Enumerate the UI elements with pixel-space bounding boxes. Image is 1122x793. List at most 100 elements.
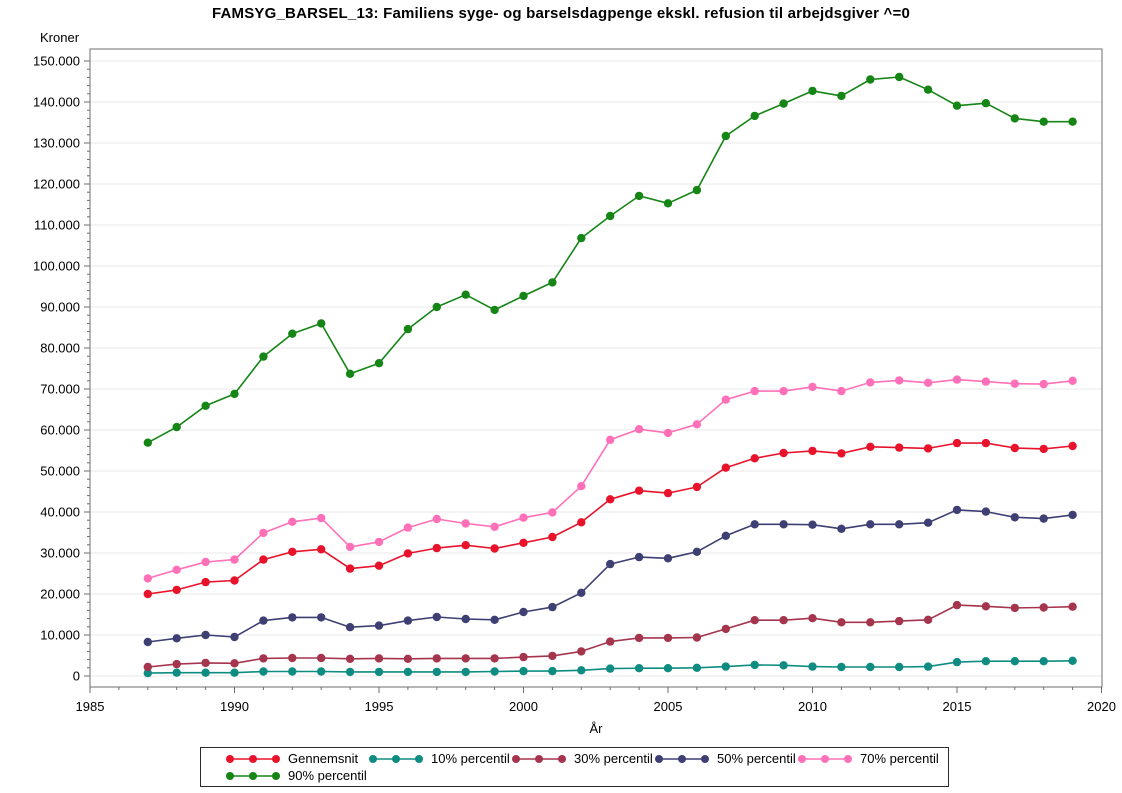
data-point bbox=[1010, 379, 1019, 388]
legend-marker-icon bbox=[369, 754, 423, 763]
data-point bbox=[403, 616, 413, 625]
data-point bbox=[230, 389, 239, 399]
data-point bbox=[721, 531, 730, 540]
data-point bbox=[634, 552, 644, 562]
data-point bbox=[779, 448, 788, 458]
data-point bbox=[432, 302, 441, 312]
data-point bbox=[519, 666, 528, 676]
data-point bbox=[143, 668, 152, 678]
data-point bbox=[1068, 117, 1077, 126]
y-axis: 0 10.000 20.000 30.000 40.000 50.000 60.000 70.… bbox=[33, 54, 90, 684]
data-point bbox=[345, 542, 355, 552]
data-point bbox=[259, 616, 268, 625]
data-point bbox=[403, 549, 413, 558]
data-point bbox=[461, 654, 470, 663]
data-point bbox=[750, 616, 759, 625]
data-point bbox=[577, 666, 586, 675]
data-point bbox=[230, 668, 239, 677]
data-point bbox=[634, 633, 644, 643]
data-point bbox=[577, 518, 586, 527]
series-90-percentil bbox=[143, 72, 1077, 447]
data-point bbox=[981, 99, 991, 108]
data-point bbox=[259, 528, 268, 538]
data-point bbox=[1068, 376, 1077, 385]
x-tick-label: 2005 bbox=[654, 699, 683, 714]
data-point bbox=[837, 386, 846, 396]
data-point bbox=[374, 621, 384, 630]
data-point bbox=[345, 654, 355, 663]
legend-marker-icon bbox=[226, 771, 280, 780]
data-point bbox=[981, 377, 991, 386]
data-point bbox=[837, 618, 846, 627]
data-point bbox=[721, 624, 730, 634]
y-tick-label: 50.000 bbox=[40, 464, 80, 479]
data-point bbox=[288, 329, 297, 338]
data-point bbox=[519, 538, 528, 547]
data-point bbox=[692, 482, 702, 492]
data-point bbox=[1068, 656, 1077, 665]
data-point bbox=[808, 382, 817, 392]
data-point bbox=[259, 667, 268, 676]
data-point bbox=[172, 585, 181, 595]
data-point bbox=[1068, 602, 1077, 611]
data-point bbox=[345, 667, 355, 677]
data-point bbox=[432, 654, 441, 663]
data-point bbox=[172, 659, 181, 669]
data-point bbox=[201, 668, 210, 677]
data-point bbox=[663, 488, 673, 498]
data-point bbox=[461, 667, 470, 677]
data-point bbox=[606, 559, 615, 569]
data-point bbox=[981, 438, 991, 448]
data-point bbox=[981, 657, 991, 666]
legend-marker-icon bbox=[655, 754, 709, 763]
data-point bbox=[403, 667, 413, 677]
data-point bbox=[663, 664, 673, 673]
data-point bbox=[837, 91, 846, 101]
data-point bbox=[1039, 514, 1048, 523]
data-point bbox=[374, 667, 384, 677]
legend-row: 90% percentil bbox=[225, 767, 948, 784]
data-point bbox=[403, 654, 413, 663]
y-tick-label: 80.000 bbox=[40, 341, 80, 356]
data-point bbox=[663, 554, 673, 563]
x-tick-label: 2010 bbox=[798, 699, 827, 714]
data-point bbox=[577, 647, 586, 656]
data-point bbox=[634, 486, 644, 495]
legend-item-gennemsnit: Gennemsnit bbox=[225, 751, 368, 766]
data-point bbox=[1068, 510, 1077, 520]
data-point bbox=[721, 662, 730, 671]
data-point bbox=[317, 319, 326, 328]
series-10-percentil bbox=[143, 656, 1077, 678]
data-point bbox=[288, 517, 297, 526]
data-point bbox=[895, 662, 904, 672]
legend-label: 70% percentil bbox=[860, 751, 939, 766]
data-point bbox=[172, 565, 181, 574]
data-point bbox=[201, 577, 210, 587]
data-point bbox=[606, 637, 615, 646]
data-point bbox=[490, 544, 499, 553]
data-point bbox=[721, 131, 730, 141]
data-point bbox=[1039, 657, 1048, 666]
data-point bbox=[692, 663, 702, 672]
data-point bbox=[981, 507, 991, 516]
legend-label: 50% percentil bbox=[717, 751, 796, 766]
data-point bbox=[548, 651, 557, 661]
data-point bbox=[663, 428, 673, 438]
data-point bbox=[201, 658, 210, 668]
data-point bbox=[548, 278, 557, 287]
plot-border bbox=[89, 48, 1103, 688]
data-point bbox=[895, 376, 904, 385]
legend-item-50-percentil: 50% percentil bbox=[654, 751, 797, 766]
data-point bbox=[606, 211, 615, 221]
data-point bbox=[345, 623, 355, 632]
data-point bbox=[519, 513, 528, 522]
data-point bbox=[461, 290, 470, 299]
data-point bbox=[345, 369, 355, 378]
data-point bbox=[1039, 117, 1048, 126]
data-point bbox=[779, 661, 788, 670]
data-point bbox=[548, 602, 557, 612]
data-point bbox=[288, 547, 297, 556]
data-point bbox=[952, 657, 962, 667]
data-point bbox=[490, 667, 499, 676]
